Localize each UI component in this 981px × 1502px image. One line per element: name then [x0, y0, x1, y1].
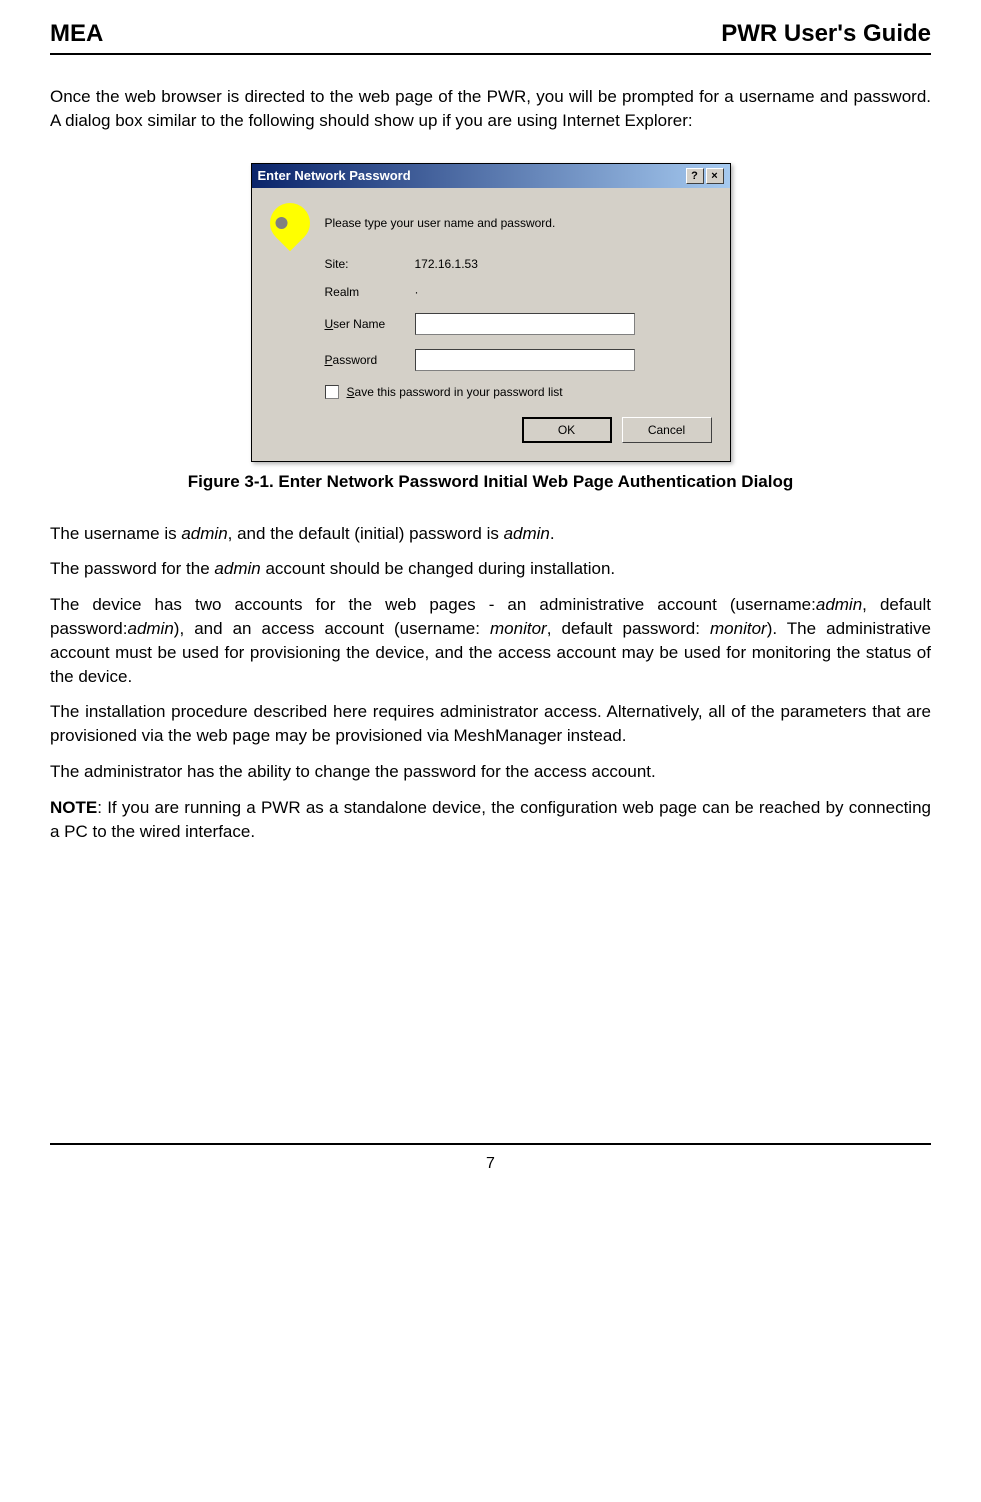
page-number: 7 [486, 1155, 495, 1172]
header-left: MEA [50, 20, 103, 48]
save-password-label: Save this password in your password list [347, 385, 563, 399]
username-input[interactable] [415, 313, 635, 335]
paragraph-2: The password for the admin account shoul… [50, 557, 931, 581]
page-header: MEA PWR User's Guide [50, 20, 931, 55]
realm-value: · [415, 285, 419, 299]
dialog-titlebar: Enter Network Password ? × [252, 164, 730, 188]
password-input[interactable] [415, 349, 635, 371]
close-button[interactable]: × [706, 168, 724, 184]
dialog-prompt-text: Please type your user name and password. [325, 216, 556, 230]
page-footer: 7 [50, 1143, 931, 1173]
header-right: PWR User's Guide [721, 20, 931, 48]
network-password-dialog: Enter Network Password ? × Please type y… [251, 163, 731, 462]
paragraph-4: The installation procedure described her… [50, 700, 931, 748]
button-row: OK Cancel [270, 417, 712, 443]
save-password-row: Save this password in your password list [270, 385, 712, 399]
site-label: Site: [325, 257, 415, 271]
realm-row: Realm · [270, 285, 712, 299]
intro-paragraph: Once the web browser is directed to the … [50, 85, 931, 133]
username-row: User Name [270, 313, 712, 335]
password-label: Password [325, 353, 415, 367]
ok-button[interactable]: OK [522, 417, 612, 443]
realm-label: Realm [325, 285, 415, 299]
cancel-button[interactable]: Cancel [622, 417, 712, 443]
username-label: User Name [325, 317, 415, 331]
dialog-title: Enter Network Password [258, 168, 411, 183]
dialog-container: Enter Network Password ? × Please type y… [50, 163, 931, 462]
site-value: 172.16.1.53 [415, 257, 478, 271]
paragraph-6: NOTE: If you are running a PWR as a stan… [50, 796, 931, 844]
password-row: Password [270, 349, 712, 371]
paragraph-1: The username is admin, and the default (… [50, 522, 931, 546]
dialog-body: Please type your user name and password.… [252, 188, 730, 461]
save-password-checkbox[interactable] [325, 385, 339, 399]
site-row: Site: 172.16.1.53 [270, 257, 712, 271]
help-button[interactable]: ? [686, 168, 704, 184]
key-icon [261, 194, 318, 251]
paragraph-3: The device has two accounts for the web … [50, 593, 931, 688]
prompt-row: Please type your user name and password. [270, 203, 712, 243]
titlebar-buttons: ? × [686, 168, 724, 184]
paragraph-5: The administrator has the ability to cha… [50, 760, 931, 784]
figure-caption: Figure 3-1. Enter Network Password Initi… [50, 472, 931, 492]
